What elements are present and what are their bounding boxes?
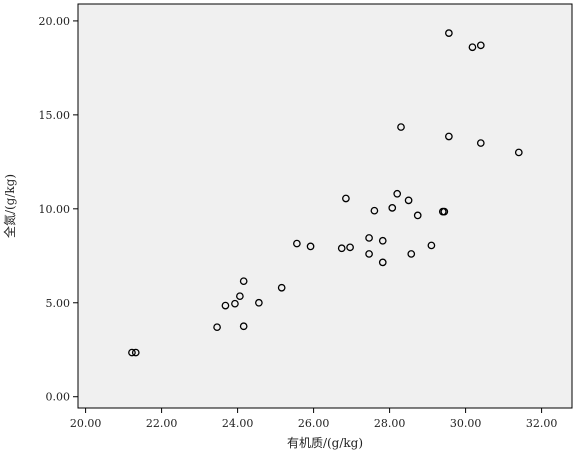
data-point [427, 241, 436, 250]
x-axis-title: 有机质/(g/kg) [287, 436, 363, 450]
data-point [445, 29, 453, 37]
x-tick-label: 28.00 [374, 417, 406, 430]
y-tick-label: 10.00 [39, 203, 71, 216]
data-point [407, 250, 416, 258]
data-point [370, 206, 379, 215]
data-point [306, 242, 315, 251]
data-point [440, 207, 449, 216]
data-point [221, 301, 230, 310]
x-tick-label: 32.00 [526, 417, 558, 430]
data-point [239, 277, 248, 286]
data-point [231, 299, 239, 308]
x-tick-label: 20.00 [70, 417, 102, 430]
y-tick-label: 0.00 [46, 391, 71, 404]
y-axis-ticks: 0.00 5.00 10.00 15.00 20.00 [39, 15, 78, 404]
y-tick-label: 15.00 [39, 109, 71, 122]
data-point [337, 244, 346, 253]
data-point [388, 204, 397, 212]
plot-area [77, 3, 573, 409]
data-point [236, 292, 244, 301]
data-point [213, 323, 221, 332]
data-point [128, 348, 136, 357]
data-point [365, 234, 373, 242]
data-point [342, 194, 350, 203]
x-tick-label: 24.00 [222, 417, 254, 430]
data-point [514, 148, 523, 157]
y-tick-label: 20.00 [39, 15, 71, 28]
data-point [365, 250, 373, 258]
x-tick-label: 22.00 [146, 417, 178, 430]
data-point [397, 123, 405, 131]
data-point [476, 139, 485, 147]
data-point [277, 283, 286, 292]
data-point [346, 243, 354, 252]
data-point [293, 239, 301, 248]
data-point [378, 258, 387, 267]
data-point [468, 43, 477, 52]
data-point [131, 348, 140, 357]
data-points [128, 29, 523, 357]
x-tick-label: 30.00 [450, 417, 482, 430]
data-point [476, 41, 485, 50]
x-axis-ticks: 20.00 22.00 24.00 26.00 28.00 30.00 32.00 [70, 408, 557, 430]
data-point [393, 189, 402, 198]
data-point [404, 196, 413, 205]
y-axis-title: 全氮/(g/kg) [2, 174, 17, 238]
data-point [378, 236, 387, 245]
y-tick-label: 5.00 [46, 297, 71, 310]
data-point [413, 211, 422, 220]
data-point [445, 132, 453, 141]
data-point [255, 298, 263, 307]
x-tick-label: 26.00 [298, 417, 330, 430]
data-point [239, 322, 248, 331]
